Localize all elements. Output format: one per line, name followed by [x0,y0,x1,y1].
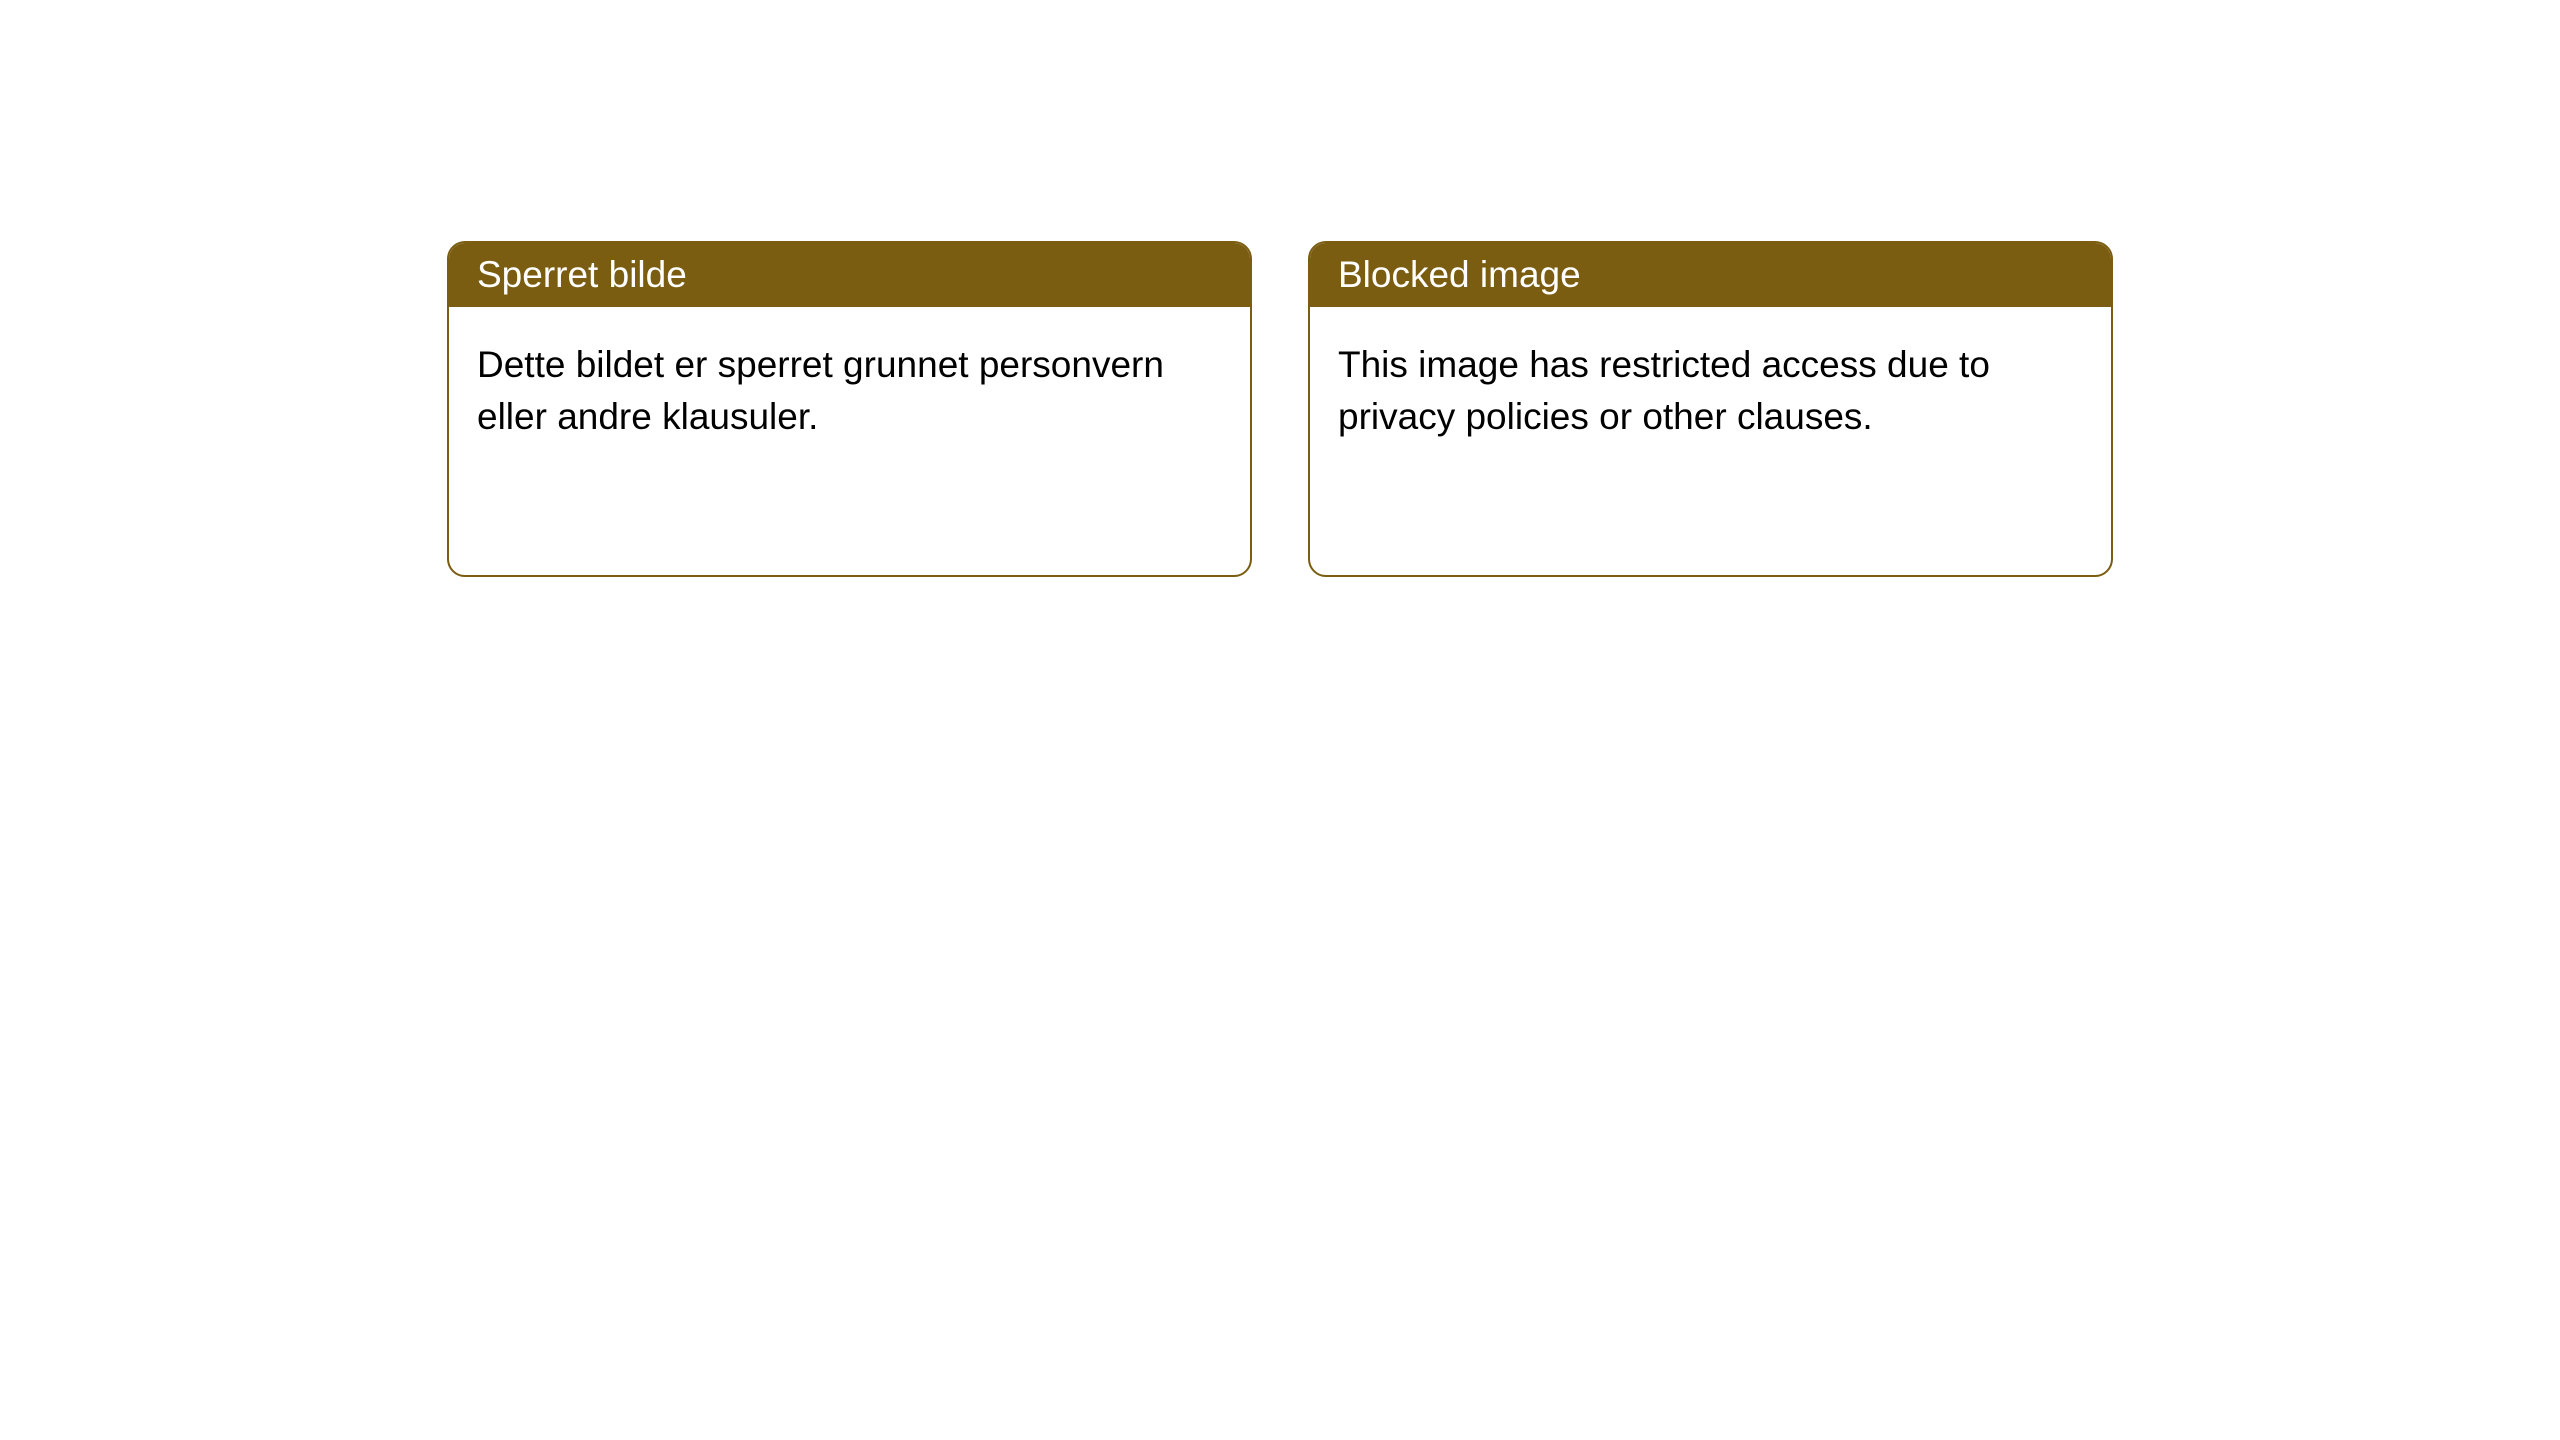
notice-container: Sperret bilde Dette bildet er sperret gr… [0,0,2560,577]
card-header: Sperret bilde [449,243,1250,307]
card-body: Dette bildet er sperret grunnet personve… [449,307,1250,475]
card-header: Blocked image [1310,243,2111,307]
card-body: This image has restricted access due to … [1310,307,2111,475]
notice-card-norwegian: Sperret bilde Dette bildet er sperret gr… [447,241,1252,577]
card-title: Blocked image [1338,254,1581,295]
card-message: This image has restricted access due to … [1338,344,1990,437]
card-title: Sperret bilde [477,254,687,295]
card-message: Dette bildet er sperret grunnet personve… [477,344,1164,437]
notice-card-english: Blocked image This image has restricted … [1308,241,2113,577]
